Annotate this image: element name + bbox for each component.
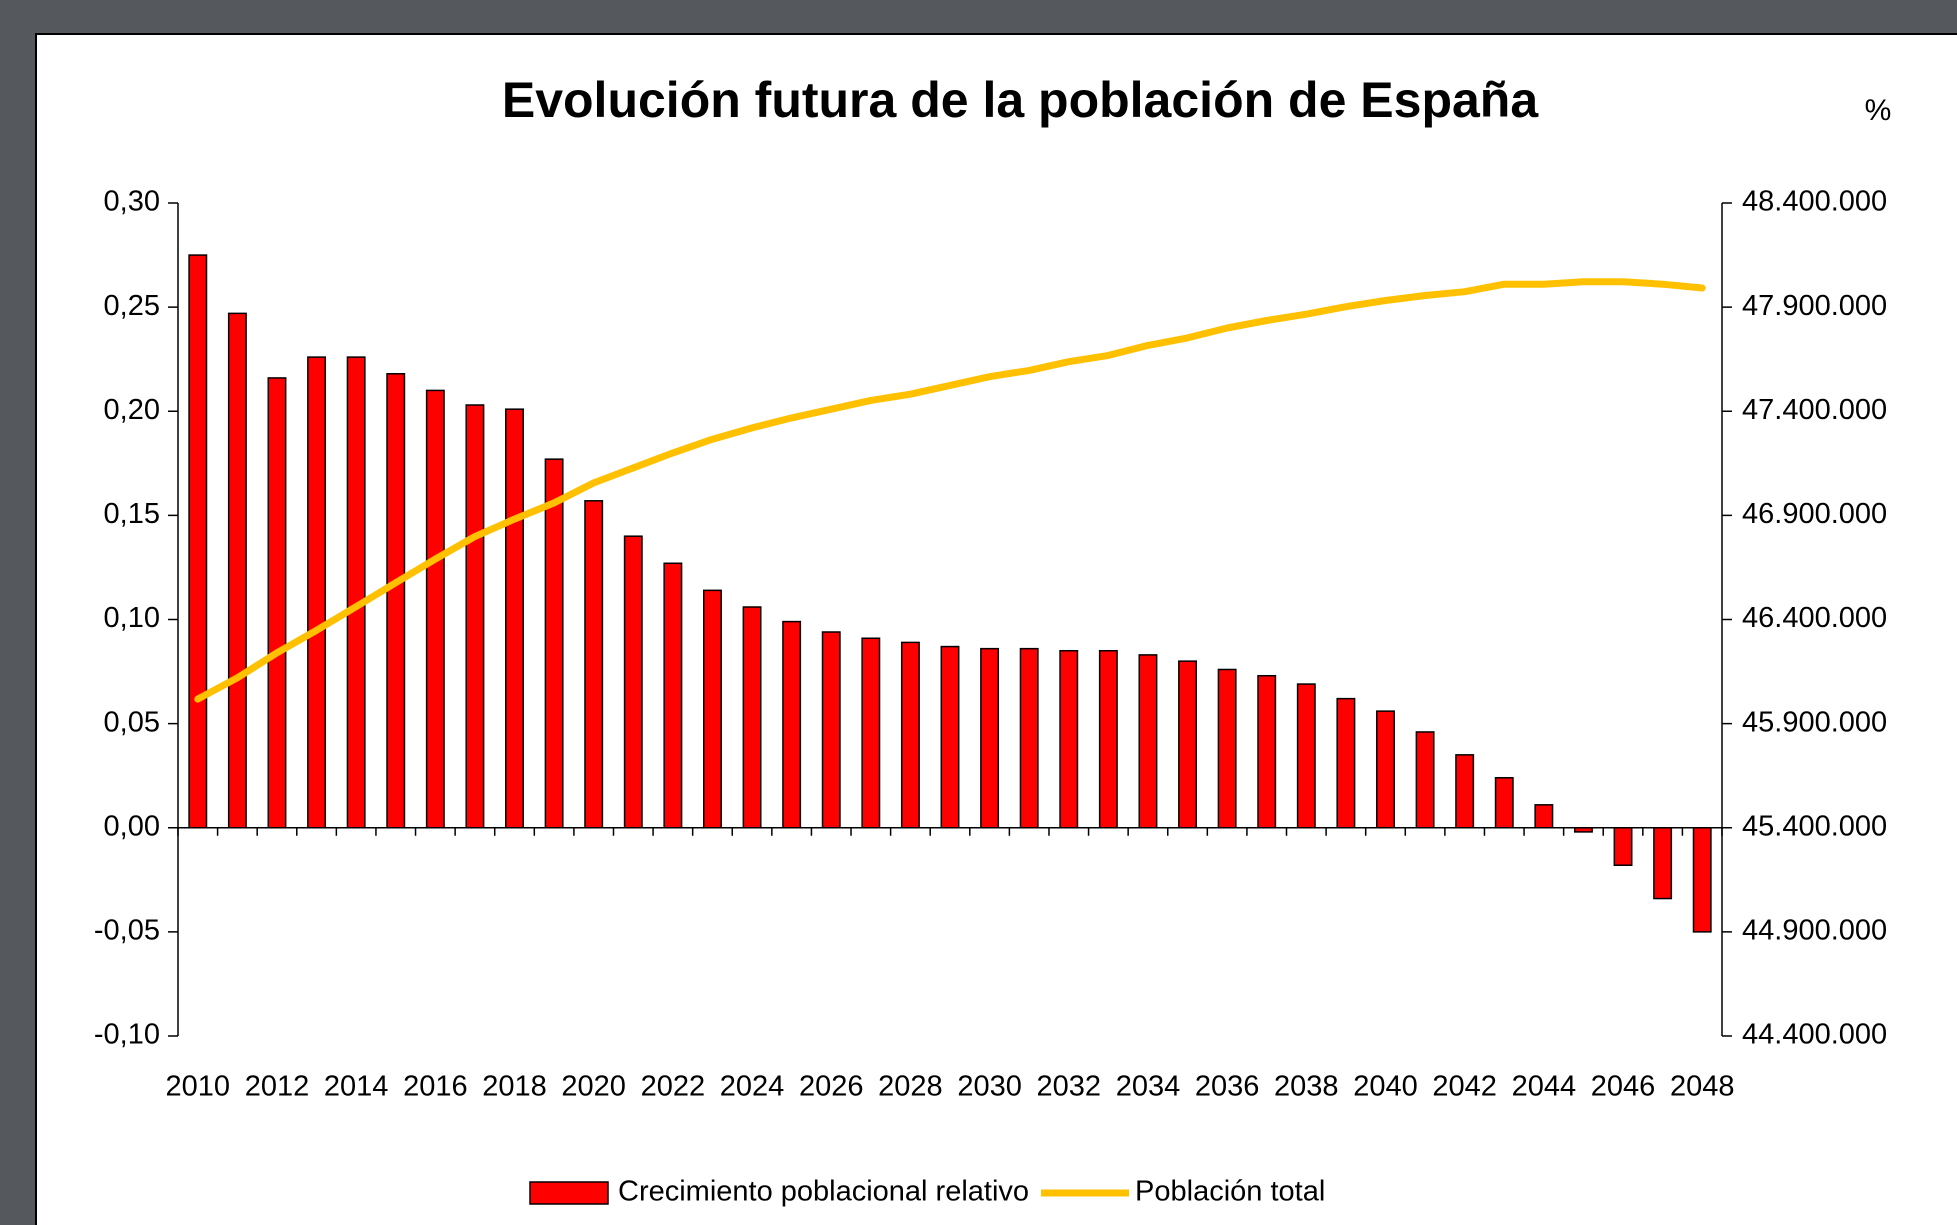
bar — [465, 404, 485, 829]
bar — [386, 373, 406, 829]
x-tick-label: 2030 — [957, 1071, 1022, 1103]
x-tick-label: 2036 — [1195, 1071, 1260, 1103]
x-tick-label: 2024 — [720, 1071, 785, 1103]
y2-tick-label: 44.900.000 — [1742, 915, 1887, 947]
bar — [1613, 827, 1633, 866]
bar — [663, 562, 683, 829]
chart-title: Evolución futura de la población de Espa… — [502, 72, 1539, 128]
x-tick-label: 2034 — [1116, 1071, 1181, 1103]
y2-tick-label: 46.900.000 — [1742, 498, 1887, 530]
bar — [1019, 647, 1039, 829]
x-tick-label: 2018 — [482, 1071, 547, 1103]
x-tick-label: 2010 — [166, 1071, 231, 1103]
bar — [782, 620, 802, 829]
bar — [742, 606, 762, 829]
bar — [1534, 804, 1554, 829]
bar — [1376, 710, 1395, 829]
x-tick-label: 2048 — [1670, 1071, 1735, 1103]
bar — [623, 535, 643, 829]
y2-tick-label: 46.400.000 — [1742, 602, 1887, 634]
bar — [1257, 674, 1277, 829]
y2-tick-label: 45.900.000 — [1742, 706, 1887, 738]
y-tick-label: 0,25 — [104, 290, 160, 322]
y-tick-label: 0,20 — [104, 394, 160, 426]
x-tick-label: 2012 — [245, 1071, 310, 1103]
bar — [900, 641, 920, 829]
y2-tick-label: 47.400.000 — [1742, 394, 1887, 426]
bar — [1692, 827, 1712, 933]
bar — [188, 254, 208, 829]
line — [194, 278, 1706, 703]
bar — [227, 312, 247, 829]
bar — [425, 389, 445, 829]
bar — [505, 408, 524, 829]
bar — [1336, 697, 1356, 829]
y-tick-label: 0,15 — [104, 498, 160, 530]
x-tick-label: 2032 — [1037, 1071, 1102, 1103]
bar — [1494, 777, 1514, 829]
x-tick-label: 2014 — [324, 1071, 389, 1103]
x-tick-label: 2026 — [799, 1071, 864, 1103]
bar — [544, 458, 564, 829]
y-tick-label: 0,00 — [104, 810, 160, 842]
bar — [940, 645, 960, 829]
bar — [267, 377, 287, 829]
bar — [1059, 649, 1079, 829]
bar — [1178, 660, 1197, 829]
bar — [1415, 731, 1435, 829]
bar — [346, 356, 366, 829]
annotation: % — [1865, 94, 1892, 127]
bar — [980, 647, 1000, 829]
bar — [821, 631, 841, 829]
bar — [1217, 668, 1237, 829]
bar — [1098, 649, 1118, 829]
bar — [703, 589, 722, 829]
bar — [861, 637, 881, 829]
x-tick-label: 2022 — [641, 1071, 706, 1103]
y-tick-label: 0,30 — [104, 186, 160, 218]
bar — [1653, 827, 1673, 900]
y-tick-label: -0,05 — [94, 915, 160, 947]
y2-tick-label: 45.400.000 — [1742, 810, 1887, 842]
y2-tick-label: 47.900.000 — [1742, 290, 1887, 322]
legend-swatch — [529, 1181, 609, 1205]
bar — [1455, 754, 1475, 829]
y2-tick-label: 44.400.000 — [1742, 1019, 1887, 1051]
legend-label: Población total — [1135, 1176, 1325, 1208]
y2-tick-label: 48.400.000 — [1742, 186, 1887, 218]
bar — [584, 500, 604, 829]
x-tick-label: 2016 — [403, 1071, 468, 1103]
y-tick-label: -0,10 — [94, 1019, 160, 1051]
y-tick-label: 0,05 — [104, 706, 160, 738]
x-tick-label: 2028 — [878, 1071, 943, 1103]
legend-label: Crecimiento poblacional relativo — [618, 1176, 1029, 1208]
bar — [1296, 683, 1316, 829]
x-tick-label: 2044 — [1512, 1071, 1577, 1103]
x-tick-label: 2040 — [1353, 1071, 1418, 1103]
x-tick-label: 2020 — [561, 1071, 626, 1103]
x-tick-label: 2038 — [1274, 1071, 1339, 1103]
bar — [1138, 654, 1158, 829]
x-tick-label: 2046 — [1591, 1071, 1656, 1103]
y-tick-label: 0,10 — [104, 602, 160, 634]
bar — [307, 356, 327, 829]
x-tick-label: 2042 — [1432, 1071, 1497, 1103]
